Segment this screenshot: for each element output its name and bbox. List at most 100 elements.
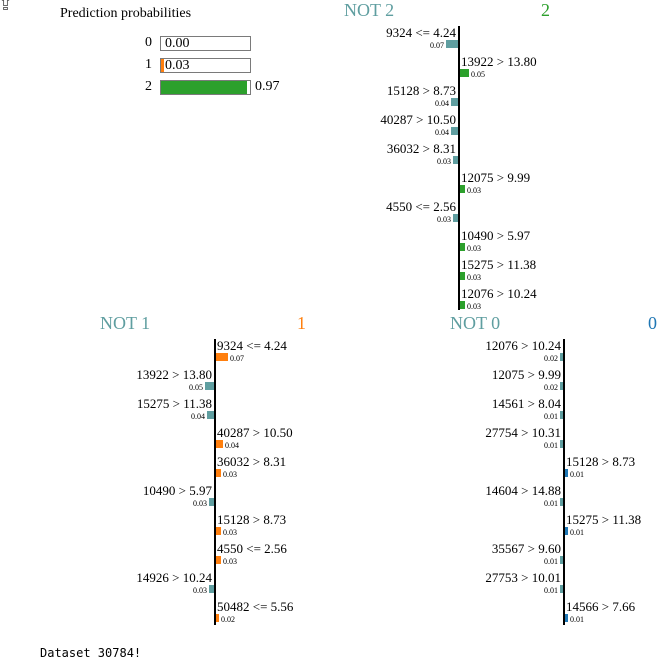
feature-label: 4550 <= 2.56 bbox=[217, 541, 287, 556]
weight-value: 0.03 bbox=[223, 528, 237, 537]
feature-label: 27753 > 10.01 bbox=[485, 570, 561, 585]
prob-class-label: 1 bbox=[145, 57, 152, 72]
weight-value: 0.03 bbox=[193, 499, 207, 508]
feature-label: 9324 <= 4.24 bbox=[217, 338, 287, 353]
weight-bar bbox=[560, 382, 563, 390]
feature-label: 12075 > 9.99 bbox=[461, 170, 531, 185]
share-icon[interactable]: ⇪ bbox=[0, 0, 14, 14]
weight-value: 0.03 bbox=[193, 586, 207, 595]
prob-class-label: 2 bbox=[145, 79, 152, 94]
weight-bar bbox=[560, 440, 563, 448]
weight-bar bbox=[453, 214, 458, 222]
weight-value: 0.05 bbox=[471, 70, 485, 79]
feature-label: 15275 > 11.38 bbox=[136, 396, 212, 411]
feature-label: 36032 > 8.31 bbox=[386, 141, 456, 156]
weight-bar bbox=[205, 382, 214, 390]
weight-value: 0.03 bbox=[467, 244, 481, 253]
feature-label: 14926 > 10.24 bbox=[136, 570, 212, 585]
feature-label: 15275 > 11.38 bbox=[461, 257, 537, 272]
weight-value: 0.03 bbox=[223, 470, 237, 479]
weight-bar bbox=[216, 353, 228, 361]
center-axis bbox=[214, 339, 216, 625]
weight-bar bbox=[460, 301, 465, 309]
weight-value: 0.02 bbox=[544, 383, 558, 392]
weight-value: 0.01 bbox=[544, 499, 558, 508]
weight-value: 0.03 bbox=[437, 215, 451, 224]
prob-value: 0.00 bbox=[165, 36, 190, 51]
weight-value: 0.01 bbox=[544, 557, 558, 566]
weight-bar bbox=[460, 272, 465, 280]
feature-label: 15128 > 8.73 bbox=[217, 512, 287, 527]
weight-value: 0.03 bbox=[467, 186, 481, 195]
prob-bar-fill bbox=[161, 59, 164, 72]
weight-bar bbox=[207, 411, 214, 419]
weight-value: 0.04 bbox=[435, 128, 449, 137]
dataset-caption: Dataset 30784! bbox=[40, 646, 142, 660]
weight-bar bbox=[560, 556, 563, 564]
weight-value: 0.01 bbox=[570, 615, 584, 624]
prob-class-label: 0 bbox=[145, 35, 152, 50]
prob-bar bbox=[160, 80, 251, 95]
weight-value: 0.01 bbox=[544, 412, 558, 421]
feature-label: 13922 > 13.80 bbox=[136, 367, 212, 382]
feature-label: 12076 > 10.24 bbox=[461, 286, 537, 301]
weight-bar bbox=[460, 69, 469, 77]
feature-label: 12076 > 10.24 bbox=[485, 338, 561, 353]
feature-label: 14561 > 8.04 bbox=[491, 396, 561, 411]
weight-value: 0.07 bbox=[430, 41, 444, 50]
weight-bar bbox=[560, 498, 563, 506]
weight-bar bbox=[565, 614, 568, 622]
weight-value: 0.03 bbox=[437, 157, 451, 166]
weight-bar bbox=[216, 556, 221, 564]
weight-value: 0.03 bbox=[467, 273, 481, 282]
weight-value: 0.02 bbox=[544, 354, 558, 363]
feature-label: 27754 > 10.31 bbox=[485, 425, 561, 440]
class-header: 2 bbox=[541, 0, 550, 20]
weight-value: 0.07 bbox=[230, 354, 244, 363]
weight-value: 0.02 bbox=[221, 615, 235, 624]
not-class-header: NOT 2 bbox=[344, 0, 395, 20]
weight-bar bbox=[209, 498, 214, 506]
feature-label: 14604 > 14.88 bbox=[485, 483, 561, 498]
feature-label: 10490 > 5.97 bbox=[461, 228, 531, 243]
feature-label: 35567 > 9.60 bbox=[491, 541, 561, 556]
feature-label: 36032 > 8.31 bbox=[217, 454, 287, 469]
weight-bar bbox=[565, 469, 568, 477]
weight-bar bbox=[460, 185, 465, 193]
weight-bar bbox=[560, 585, 563, 593]
feature-label: 15128 > 8.73 bbox=[386, 83, 456, 98]
weight-value: 0.01 bbox=[544, 441, 558, 450]
weight-bar bbox=[460, 243, 465, 251]
prob-bar: 0.00 bbox=[160, 36, 251, 51]
weight-bar bbox=[446, 40, 458, 48]
weight-bar bbox=[453, 156, 458, 164]
weight-bar bbox=[216, 469, 221, 477]
feature-label: 13922 > 13.80 bbox=[461, 54, 537, 69]
prediction-title: Prediction probabilities bbox=[60, 6, 192, 21]
weight-bar bbox=[209, 585, 214, 593]
feature-label: 40287 > 10.50 bbox=[380, 112, 456, 127]
weight-value: 0.03 bbox=[467, 302, 481, 311]
prob-value: 0.97 bbox=[255, 79, 280, 94]
weight-value: 0.03 bbox=[223, 557, 237, 566]
weight-bar bbox=[451, 127, 458, 135]
weight-value: 0.01 bbox=[570, 528, 584, 537]
prob-bar-fill bbox=[161, 81, 248, 94]
weight-value: 0.04 bbox=[191, 412, 205, 421]
feature-label: 50482 <= 5.56 bbox=[217, 599, 294, 614]
feature-label: 15128 > 8.73 bbox=[566, 454, 636, 469]
feature-label: 4550 <= 2.56 bbox=[386, 199, 456, 214]
center-axis bbox=[458, 26, 460, 310]
weight-value: 0.01 bbox=[570, 470, 584, 479]
weight-bar bbox=[565, 527, 568, 535]
center-axis bbox=[563, 339, 565, 625]
prob-value: 0.03 bbox=[165, 58, 190, 73]
weight-value: 0.01 bbox=[544, 586, 558, 595]
weight-bar bbox=[216, 527, 221, 535]
feature-label: 40287 > 10.50 bbox=[217, 425, 293, 440]
weight-value: 0.04 bbox=[435, 99, 449, 108]
weight-bar bbox=[560, 411, 563, 419]
class-header: 0 bbox=[648, 313, 657, 333]
weight-value: 0.05 bbox=[189, 383, 203, 392]
weight-bar bbox=[216, 614, 219, 622]
